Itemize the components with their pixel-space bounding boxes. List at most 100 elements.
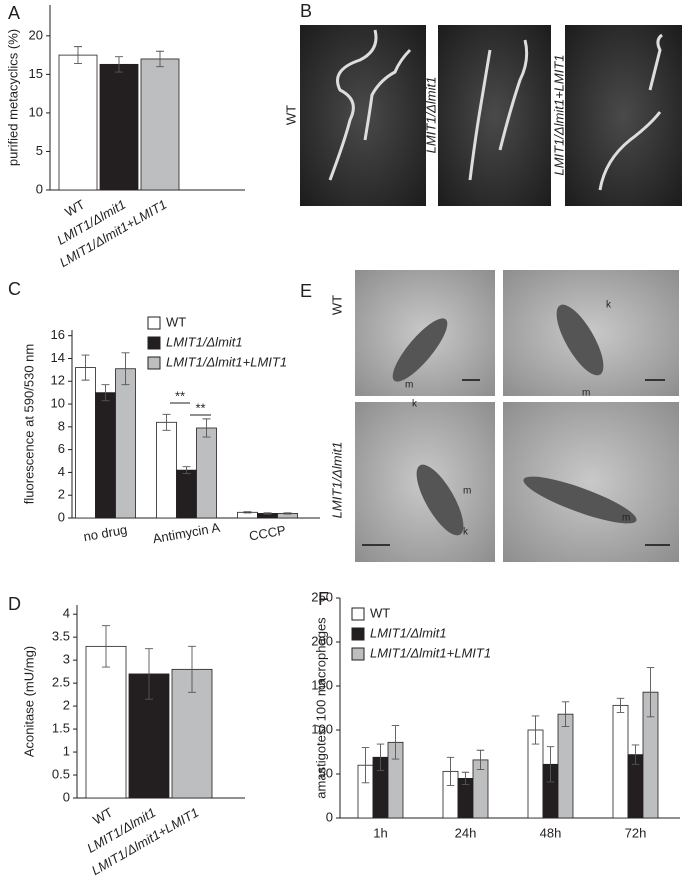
bar <box>58 54 98 191</box>
error-bar <box>101 384 110 402</box>
y-tick-label: 150 <box>311 677 333 692</box>
error-bar <box>74 46 82 65</box>
significance-label: ** <box>195 400 205 415</box>
bar <box>115 368 136 519</box>
legend-label: WT <box>370 605 390 620</box>
x-tick-label: CCCP <box>248 522 287 543</box>
bar <box>176 469 197 519</box>
y-tick-label: 4 <box>63 606 70 621</box>
error-bar <box>531 715 540 745</box>
y-tick-label: 10 <box>51 395 65 410</box>
error-bar <box>243 511 252 514</box>
y-tick-label: 0 <box>63 789 70 804</box>
y-tick-label: 3 <box>63 652 70 667</box>
legend-swatch <box>147 356 161 370</box>
error-bar <box>162 413 171 431</box>
error-bar <box>145 648 153 700</box>
error-bar <box>476 749 485 771</box>
legend-label: WT <box>166 314 186 329</box>
error-bar <box>202 418 211 438</box>
bar <box>75 367 96 519</box>
legend-label: LMIT1/Δlmit1+LMIT1 <box>166 354 287 369</box>
legend-label: LMIT1/Δlmit1+LMIT1 <box>370 645 491 660</box>
image-label: LMIT1/Δlmit1+LMIT1 <box>551 54 566 175</box>
y-tick-label: 1.5 <box>52 721 70 736</box>
y-tick-label: 20 <box>29 27 43 42</box>
legend-label: LMIT1/Δlmit1 <box>370 625 447 640</box>
y-tick-label: 0 <box>36 181 43 196</box>
error-bar <box>461 771 470 786</box>
panel-letter: E <box>300 281 312 301</box>
legend-swatch <box>351 627 365 641</box>
error-bar <box>283 512 292 515</box>
row-label: LMIT1/Δlmit1 <box>329 442 344 519</box>
legend-swatch <box>351 607 365 621</box>
x-tick-label: 24h <box>455 825 477 840</box>
y-tick-label: 100 <box>311 721 333 736</box>
error-bar <box>546 746 555 783</box>
y-tick-label: 16 <box>51 327 65 342</box>
error-bar <box>561 701 570 727</box>
error-bar <box>616 697 625 713</box>
image-annotation: k <box>606 300 612 311</box>
x-tick-label: no drug <box>82 522 128 544</box>
y-tick-label: 6 <box>58 441 65 456</box>
y-tick-label: 2 <box>63 698 70 713</box>
y-axis-label: amastigotes/ 100 macrophages <box>313 617 328 799</box>
error-bar <box>156 50 164 68</box>
image-annotation: k <box>412 399 418 410</box>
x-tick-label: WT <box>62 197 87 220</box>
row-label: WT <box>329 295 344 315</box>
bar <box>612 704 629 819</box>
bar <box>557 713 574 819</box>
bar <box>140 58 180 191</box>
image-annotation: k <box>463 527 469 538</box>
image-label: LMIT1/Δlmit1 <box>423 77 438 154</box>
error-bar <box>376 743 385 771</box>
y-tick-label: 200 <box>311 633 333 648</box>
legend-swatch <box>147 336 161 350</box>
y-tick-label: 4 <box>58 464 65 479</box>
x-tick-label: WT <box>90 805 115 828</box>
image-label: WT <box>283 105 298 125</box>
error-bar <box>391 725 400 760</box>
bar <box>196 427 217 519</box>
y-tick-label: 0 <box>326 809 333 824</box>
error-bar <box>646 667 655 718</box>
legend-swatch <box>351 647 365 661</box>
y-tick-label: 15 <box>29 66 43 81</box>
micrographs-e <box>355 270 679 562</box>
bar <box>95 392 116 519</box>
y-tick-label: 3.5 <box>52 629 70 644</box>
panel-letter: C <box>8 279 21 299</box>
image-annotation: m <box>405 380 413 391</box>
y-tick-label: 12 <box>51 373 65 388</box>
micrographs-b <box>300 25 682 206</box>
y-axis-label: Aconitase (mU/mg) <box>21 646 36 757</box>
panel-letter: F <box>318 589 329 609</box>
error-bar <box>631 744 640 765</box>
y-tick-label: 10 <box>29 104 43 119</box>
y-tick-label: 50 <box>319 765 333 780</box>
error-bar <box>446 756 455 786</box>
error-bar <box>115 56 123 73</box>
error-bar <box>81 354 90 381</box>
error-bar <box>182 466 191 475</box>
significance-label: ** <box>175 388 185 403</box>
error-bar <box>188 645 196 693</box>
y-tick-label: 0.5 <box>52 766 70 781</box>
y-axis-label: purified metacyclics (%) <box>5 29 20 166</box>
bar <box>99 63 139 191</box>
y-tick-label: 2 <box>58 487 65 502</box>
error-bar <box>121 352 130 386</box>
error-bar <box>361 747 370 784</box>
y-tick-label: 1 <box>63 743 70 758</box>
error-bar <box>263 512 272 515</box>
y-tick-label: 0 <box>58 509 65 524</box>
x-tick-label: 48h <box>540 825 562 840</box>
image-annotation: m <box>582 388 590 399</box>
y-tick-label: 5 <box>36 143 43 158</box>
panel-letter: D <box>8 594 21 614</box>
